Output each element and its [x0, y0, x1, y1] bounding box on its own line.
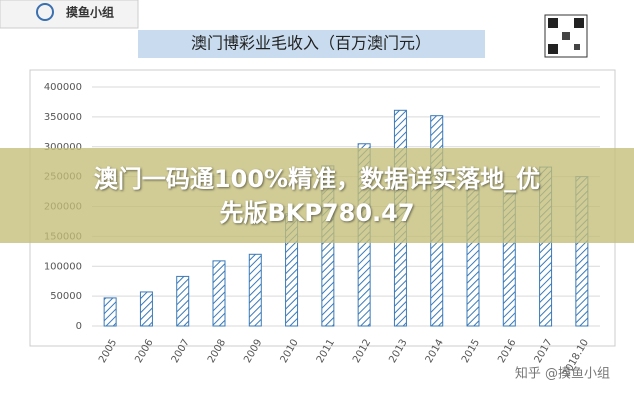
qr-block	[562, 32, 570, 40]
y-tick-label: 0	[76, 321, 82, 332]
logo-text: 摸鱼小组	[66, 5, 114, 20]
qr-block	[548, 44, 558, 54]
y-tick-label: 350000	[44, 112, 82, 123]
y-tick-label: 50000	[50, 291, 82, 302]
bar	[176, 275, 190, 327]
banner-line: 澳门一码通100%精准，数据详实落地_优	[93, 164, 541, 193]
logo-icon	[36, 3, 54, 21]
bar	[139, 291, 153, 327]
watermark: 知乎 @摸鱼小组	[515, 366, 610, 382]
bar	[212, 260, 226, 327]
qr-block	[574, 44, 580, 50]
banner-line: 先版BKP780.47	[219, 198, 415, 227]
logo-box	[0, 0, 139, 29]
title-box	[138, 30, 485, 58]
banner: 澳门一码通100%精准，数据详实落地_优 先版BKP780.47	[0, 148, 634, 243]
qr-block	[574, 18, 584, 28]
bar	[248, 253, 262, 327]
y-tick-label: 100000	[44, 261, 82, 272]
qr-block	[548, 18, 558, 28]
bar	[103, 297, 117, 327]
y-tick-label: 400000	[44, 82, 82, 93]
y-tick-label: 300000	[44, 142, 82, 153]
chart-title: 澳门博彩业毛收入（百万澳门元）	[191, 34, 431, 53]
